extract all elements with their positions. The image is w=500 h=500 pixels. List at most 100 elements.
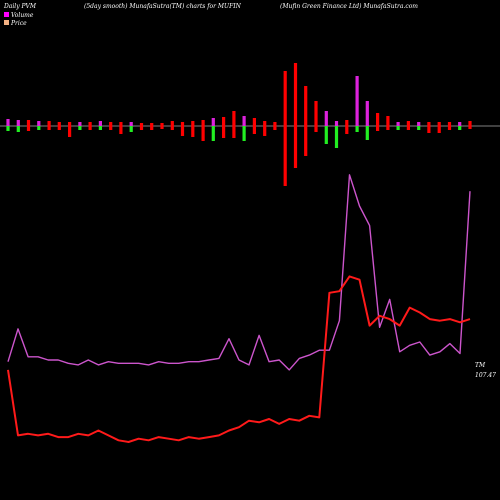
pvm-bar-up-18 (191, 121, 195, 126)
pvm-bar-up-17 (180, 122, 185, 126)
pvm-bar-up-1 (16, 120, 20, 126)
pvm-bar-down-18 (191, 126, 195, 137)
pvm-bar-up-4 (47, 121, 51, 126)
pvm-bar-down-21 (222, 126, 226, 138)
pvm-bar-down-43 (447, 126, 452, 130)
pvm-bar-down-44 (458, 126, 462, 130)
pvm-bar-down-27 (283, 126, 287, 186)
pvm-bar-down-10 (109, 126, 113, 130)
pvm-bar-up-26 (273, 122, 277, 126)
pvm-bar-up-8 (88, 122, 92, 126)
pvm-bar-down-4 (47, 126, 51, 130)
pvm-bar-down-26 (273, 126, 277, 130)
pvm-bar-down-0 (6, 126, 10, 131)
pvm-bar-up-32 (334, 121, 339, 126)
legend-volume-swatch (4, 12, 9, 17)
pvm-bar-up-16 (170, 121, 174, 126)
pvm-bar-down-36 (376, 126, 380, 131)
pvm-bar-down-33 (345, 126, 349, 134)
pvm-bar-down-6 (68, 126, 72, 137)
legend-price-swatch (4, 20, 9, 25)
pvm-bar-up-41 (427, 122, 431, 126)
end-label-value: 107.47 (475, 372, 496, 379)
end-label-prefix: TM (475, 362, 486, 369)
pvm-bar-up-0 (6, 119, 10, 126)
legend-price-label: Price (10, 20, 27, 27)
pvm-bar-up-37 (386, 116, 390, 126)
pvm-bar-down-40 (417, 126, 421, 130)
pvm-bar-down-11 (119, 126, 123, 134)
pvm-bar-up-19 (201, 120, 205, 126)
pvm-bar-down-37 (386, 126, 390, 130)
pvm-bar-up-35 (365, 101, 369, 126)
pvm-bar-up-25 (263, 121, 267, 126)
pvm-bar-up-12 (129, 122, 133, 126)
pvm-bar-down-5 (57, 126, 61, 130)
pvm-bar-up-24 (252, 118, 256, 126)
pvm-bar-down-32 (334, 126, 339, 148)
pvm-bar-up-29 (304, 86, 308, 126)
pvm-bar-up-14 (150, 123, 154, 126)
pvm-bar-up-36 (376, 113, 380, 126)
pvm-bar-up-43 (447, 122, 452, 126)
pvm-bar-down-39 (406, 126, 410, 130)
pvm-bar-down-42 (437, 126, 441, 133)
pvm-bar-up-34 (355, 76, 359, 126)
pvm-bar-up-9 (98, 121, 102, 126)
pvm-bar-up-11 (119, 122, 123, 126)
pvm-bar-down-17 (180, 126, 185, 136)
pvm-bar-up-30 (314, 101, 318, 126)
pvm-bar-down-7 (78, 126, 82, 130)
pvm-bar-up-44 (458, 122, 462, 126)
pvm-bar-up-23 (242, 116, 246, 126)
pvm-bar-down-15 (160, 126, 164, 129)
pvm-bar-down-8 (88, 126, 92, 130)
pvm-bar-up-40 (417, 122, 421, 126)
pvm-bar-up-10 (109, 122, 113, 126)
pvm-bar-up-31 (324, 111, 328, 126)
header-center: (5day smooth) MunafaSutra(TM) charts for… (84, 3, 242, 10)
pvm-bar-up-42 (437, 122, 441, 126)
pvm-bar-up-22 (232, 111, 236, 126)
pvm-bar-up-20 (211, 118, 215, 126)
pvm-bar-down-13 (139, 126, 144, 130)
pvm-bar-down-20 (211, 126, 215, 141)
pvm-bar-down-16 (170, 126, 174, 130)
pvm-bar-down-22 (232, 126, 236, 138)
pvm-bar-down-14 (150, 126, 154, 130)
pvm-bar-down-35 (365, 126, 369, 140)
pvm-bar-up-39 (406, 121, 410, 126)
pvm-bar-down-28 (293, 126, 298, 168)
pvm-bar-down-19 (201, 126, 205, 141)
pvm-bar-up-15 (160, 123, 164, 126)
pvm-bar-down-23 (242, 126, 246, 141)
header-right: (Mufin Green Finance Ltd) MunafaSutra.co… (280, 3, 418, 10)
pvm-bar-down-31 (324, 126, 328, 144)
pvm-bar-up-33 (345, 120, 349, 126)
pvm-bar-down-3 (37, 126, 41, 130)
pvm-bar-up-5 (57, 122, 61, 126)
pvm-bar-up-7 (78, 122, 82, 126)
pvm-bar-down-29 (304, 126, 308, 156)
pvm-bar-up-13 (139, 123, 144, 126)
pvm-bar-up-28 (293, 63, 298, 126)
pvm-bar-up-38 (396, 122, 400, 126)
volume-line (7, 174, 471, 371)
pvm-bar-down-41 (427, 126, 431, 133)
pvm-bar-down-34 (355, 126, 359, 132)
pvm-bar-down-38 (396, 126, 400, 130)
pvm-bar-down-30 (314, 126, 318, 132)
legend-volume-label: Volume (11, 12, 34, 19)
pvm-bar-down-1 (16, 126, 20, 132)
price-line (7, 275, 471, 443)
pvm-bar-up-3 (37, 121, 41, 126)
pvm-bar-up-6 (68, 122, 72, 126)
pvm-bar-down-12 (129, 126, 133, 132)
pvm-bar-down-2 (26, 126, 31, 131)
pvm-bar-down-25 (263, 126, 267, 136)
pvm-bars (6, 63, 472, 186)
pvm-bar-down-45 (468, 126, 472, 129)
pvm-bar-down-9 (98, 126, 102, 130)
pvm-bar-down-24 (252, 126, 256, 134)
